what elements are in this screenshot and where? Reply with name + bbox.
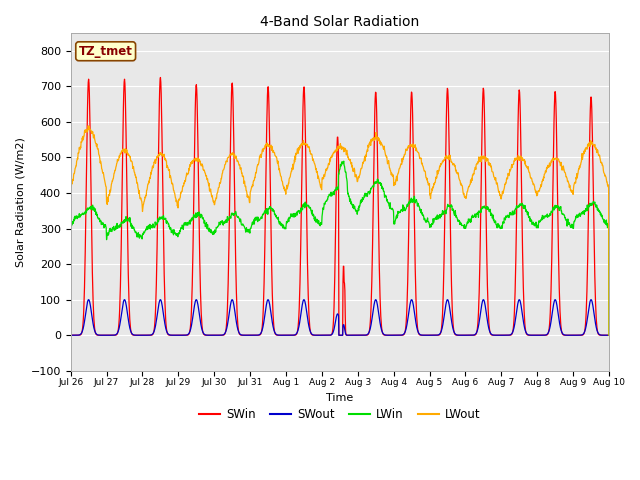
- LWin: [424, 215, 431, 221]
- SWout: [187, 326, 195, 332]
- LWout: [605, 332, 613, 338]
- LWin: [247, 226, 255, 231]
- Y-axis label: Solar Radiation (W/m2): Solar Radiation (W/m2): [15, 137, 25, 267]
- LWin: [173, 231, 181, 237]
- SWin: [541, 332, 549, 338]
- Line: SWin: SWin: [70, 77, 609, 335]
- LWout: [174, 202, 182, 208]
- LWout: [541, 168, 549, 174]
- SWout: [495, 332, 502, 338]
- LWin: [67, 221, 74, 227]
- Line: SWout: SWout: [70, 300, 609, 335]
- Line: LWin: LWin: [70, 161, 609, 335]
- LWin: [605, 332, 613, 338]
- SWout: [424, 332, 432, 338]
- LWin: [541, 214, 549, 219]
- Legend: SWin, SWout, LWin, LWout: SWin, SWout, LWin, LWout: [195, 403, 485, 426]
- SWout: [67, 332, 74, 338]
- LWout: [247, 187, 255, 192]
- SWout: [335, 332, 343, 338]
- SWin: [157, 74, 164, 80]
- SWin: [247, 332, 255, 338]
- SWout: [84, 297, 92, 302]
- LWout: [187, 160, 195, 166]
- SWin: [187, 320, 195, 326]
- SWout: [542, 332, 550, 338]
- SWout: [605, 332, 613, 338]
- Line: LWout: LWout: [70, 126, 609, 335]
- Text: TZ_tmet: TZ_tmet: [79, 45, 132, 58]
- LWout: [424, 179, 431, 185]
- SWout: [247, 332, 255, 338]
- SWout: [174, 332, 182, 338]
- SWin: [67, 332, 74, 338]
- X-axis label: Time: Time: [326, 393, 353, 403]
- Title: 4-Band Solar Radiation: 4-Band Solar Radiation: [260, 15, 419, 29]
- SWin: [494, 332, 502, 338]
- LWin: [186, 217, 194, 223]
- LWout: [67, 182, 74, 188]
- LWin: [340, 158, 348, 164]
- LWout: [84, 123, 92, 129]
- SWin: [174, 332, 182, 338]
- LWout: [494, 185, 502, 191]
- SWin: [424, 332, 431, 338]
- LWin: [494, 221, 502, 227]
- SWin: [605, 332, 613, 338]
